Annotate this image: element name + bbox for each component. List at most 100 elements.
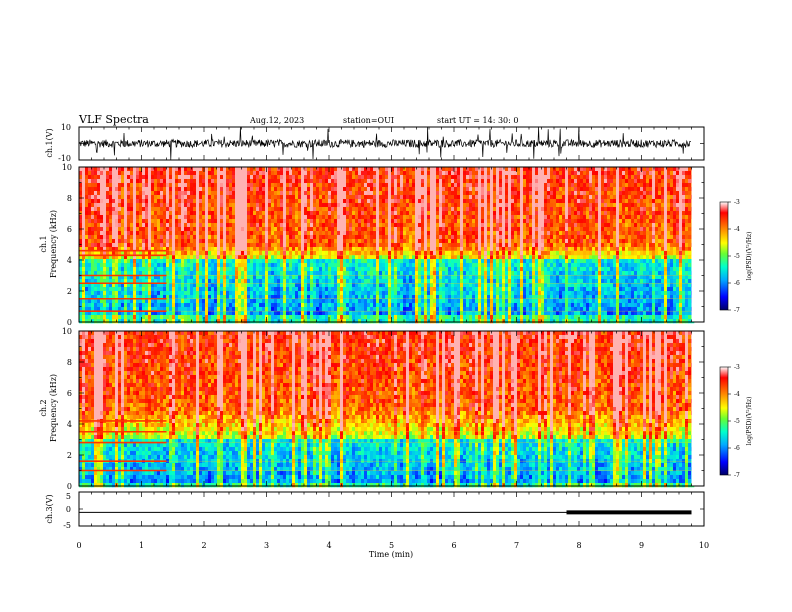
spectrogram-cell xyxy=(217,283,221,288)
spectrogram-cell xyxy=(196,215,200,220)
spectrogram-cell xyxy=(448,227,452,232)
spectrogram-cell xyxy=(385,295,389,300)
spectrogram-cell xyxy=(328,291,332,296)
spectrogram-cell xyxy=(373,291,377,296)
spectrogram-cell xyxy=(148,179,152,184)
spectrogram-cell xyxy=(334,235,338,240)
spectrogram-cell xyxy=(259,251,263,256)
spectrogram-cell xyxy=(448,199,452,204)
spectrogram-cell xyxy=(139,283,143,288)
spectrogram-cell xyxy=(184,283,188,288)
spectrogram-cell xyxy=(187,303,191,308)
spectrogram-cell xyxy=(199,267,203,272)
spectrogram-cell xyxy=(208,247,212,252)
spectrogram-cell xyxy=(331,311,335,316)
spectrogram-cell xyxy=(442,303,446,308)
spectrogram-cell xyxy=(82,203,86,208)
spectrogram-cell xyxy=(124,239,128,244)
spectrogram-cell xyxy=(238,167,242,172)
spectrogram-cell xyxy=(226,243,230,248)
spectrogram-cell xyxy=(376,271,380,276)
spectrogram-cell xyxy=(328,171,332,176)
spectrogram-cell xyxy=(259,291,263,296)
spectrogram-cell xyxy=(361,171,365,176)
spectrogram-cell xyxy=(298,235,302,240)
spectrogram-cell xyxy=(175,211,179,216)
spectrogram-cell xyxy=(286,259,290,264)
spectrogram-cell xyxy=(427,287,431,292)
spectrogram-cell xyxy=(328,311,332,316)
spectrogram-cell xyxy=(148,287,152,292)
spectrogram-cell xyxy=(361,299,365,304)
spectrogram-cell xyxy=(412,175,416,180)
spectrogram-cell xyxy=(175,255,179,260)
spectrogram-cell xyxy=(367,211,371,216)
spectrogram-cell xyxy=(208,171,212,176)
spectrogram-cell xyxy=(310,303,314,308)
spectrogram-cell xyxy=(451,231,455,236)
spectrogram-cell xyxy=(367,259,371,264)
spectrogram-cell xyxy=(190,311,194,316)
spectrogram-cell xyxy=(112,191,116,196)
spectrogram-cell xyxy=(268,319,272,324)
spectrogram-cell xyxy=(328,319,332,324)
spectrogram-cell xyxy=(154,183,158,188)
spectrogram-cell xyxy=(274,191,278,196)
spectrogram-cell xyxy=(313,183,317,188)
spectrogram-cell xyxy=(427,235,431,240)
spectrogram-cell xyxy=(235,283,239,288)
spectrogram-cell xyxy=(349,247,353,252)
spectrogram-cell xyxy=(127,279,131,284)
spectrogram-cell xyxy=(310,291,314,296)
spectrogram-cell xyxy=(313,307,317,312)
spectrogram-cell xyxy=(187,215,191,220)
spectrogram-cell xyxy=(283,279,287,284)
spectrogram-cell xyxy=(418,167,422,172)
spectrogram-cell xyxy=(238,203,242,208)
spectrogram-cell xyxy=(115,207,119,212)
spectrogram-cell xyxy=(316,235,320,240)
spectrogram-cell xyxy=(274,311,278,316)
spectrogram-cell xyxy=(205,191,209,196)
spectrogram-cell xyxy=(160,315,164,320)
spectrogram-cell xyxy=(151,227,155,232)
spectrogram-cell xyxy=(367,203,371,208)
spectrogram-cell xyxy=(217,247,221,252)
spectrogram-cell xyxy=(331,211,335,216)
spectrogram-cell xyxy=(358,311,362,316)
spectrogram-cell xyxy=(232,251,236,256)
spectrogram-cell xyxy=(388,207,392,212)
spectrogram-cell xyxy=(337,311,341,316)
spectrogram-cell xyxy=(199,311,203,316)
spectrogram-cell xyxy=(124,287,128,292)
spectrogram-cell xyxy=(121,267,125,272)
spectrogram-cell xyxy=(355,175,359,180)
spectrogram-cell xyxy=(169,275,173,280)
spectrogram-cell xyxy=(262,191,266,196)
spectrogram-cell xyxy=(424,287,428,292)
spectrogram-cell xyxy=(319,199,323,204)
spectrogram-cell xyxy=(169,247,173,252)
spectrogram-cell xyxy=(442,259,446,264)
spectrogram-cell xyxy=(220,275,224,280)
spectrogram-cell xyxy=(307,171,311,176)
spectrogram-cell xyxy=(217,219,221,224)
spectrogram-cell xyxy=(109,307,113,312)
spectrogram-cell xyxy=(199,255,203,260)
spectrogram-cell xyxy=(235,315,239,320)
spectrogram-cell xyxy=(334,199,338,204)
spectrogram-cell xyxy=(109,283,113,288)
spectrogram-cell xyxy=(280,215,284,220)
spectrogram-cell xyxy=(211,167,215,172)
spectrogram-cell xyxy=(298,255,302,260)
spectrogram-cell xyxy=(181,195,185,200)
spectrogram-cell xyxy=(202,227,206,232)
spectrogram-cell xyxy=(262,207,266,212)
spectrogram-cell xyxy=(106,283,110,288)
spectrogram-cell xyxy=(394,319,398,324)
spectrogram-cell xyxy=(322,291,326,296)
spectrogram-cell xyxy=(379,311,383,316)
spectrogram-cell xyxy=(175,319,179,324)
spectrogram-cell xyxy=(355,271,359,276)
spectrogram-cell xyxy=(331,227,335,232)
